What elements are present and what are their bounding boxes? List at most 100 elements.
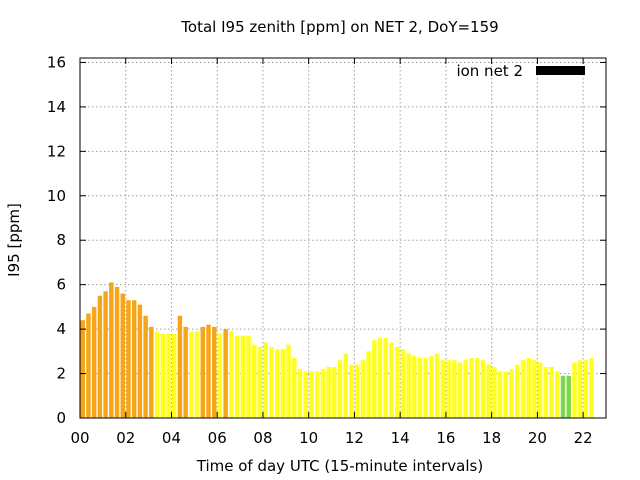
bar [394,346,400,418]
bar [360,360,366,418]
y-tick-label: 6 [56,276,66,294]
bar [229,331,234,418]
bar [469,358,474,418]
bar [246,335,251,418]
bar [114,286,120,418]
bar [326,366,331,418]
bar [223,329,228,418]
x-tick-label: 10 [299,429,318,447]
bar [412,355,417,418]
bar [171,333,177,418]
y-tick-label: 4 [56,320,66,338]
plot-frame [79,57,607,419]
bar [154,331,160,418]
bar [80,320,85,418]
bar [457,362,463,418]
bar [446,360,451,418]
bar [183,326,188,418]
bar [160,333,166,418]
bar [572,362,577,418]
x-tick-label: 06 [208,429,227,447]
bar [452,360,457,418]
bar [377,338,383,418]
bar [177,315,183,418]
bar [560,375,566,418]
bar [143,315,148,418]
y-tick-label: 8 [56,231,66,249]
bar [583,360,589,418]
bar [91,306,97,418]
bar [532,360,537,418]
bar [303,371,308,418]
x-tick-label: 00 [70,429,89,447]
bar [366,351,371,418]
bar [589,358,594,418]
x-tick-label: 22 [574,429,593,447]
bar [475,358,480,418]
bar [137,304,143,418]
bar [257,346,263,418]
x-axis-label: Time of day UTC (15-minute intervals) [196,457,483,475]
bar [555,371,560,418]
y-tick-label: 0 [56,409,66,427]
bar [274,349,280,418]
bar [577,360,583,418]
x-tick-label: 20 [528,429,547,447]
bar [97,295,103,418]
bar [292,358,297,418]
x-tick-label: 14 [391,429,410,447]
bar [131,300,137,418]
y-tick-label: 12 [47,142,66,160]
bar [206,324,211,418]
bar [103,291,108,418]
bar [520,360,526,418]
bar [354,364,360,418]
x-tick-label: 08 [253,429,272,447]
bar [309,371,314,418]
bar [166,333,171,418]
bar [492,366,497,418]
bar [109,282,114,418]
bar [372,340,377,418]
legend-swatch [536,66,585,75]
bar [486,364,491,418]
bar [189,331,194,418]
bar [286,344,291,418]
x-tick-label: 18 [482,429,501,447]
bar [297,369,303,418]
y-tick-label: 2 [56,365,66,383]
bar [463,360,469,418]
bar [234,335,240,418]
bar [86,313,91,418]
bar [440,360,446,418]
bar [543,366,549,418]
bar [400,349,406,418]
bar [149,326,154,418]
bar [120,293,125,418]
bar [337,360,343,418]
bar [280,349,286,418]
y-tick-label: 16 [47,53,66,71]
y-tick-label: 10 [47,187,66,205]
bar [526,358,531,418]
bar [240,335,246,418]
x-tick-label: 12 [345,429,364,447]
bar [332,366,337,418]
bar [406,353,411,418]
x-tick-label: 02 [116,429,135,447]
bar [480,360,486,418]
bar [509,369,514,418]
bar [349,364,354,418]
bar [429,355,434,418]
bar [269,346,274,418]
bar [126,300,131,418]
bar [417,358,423,418]
bar [566,375,571,418]
legend: ion net 2 [456,62,585,80]
y-axis-label: I95 [ppm] [5,203,23,277]
x-tick-label: 04 [162,429,181,447]
chart-title: Total I95 zenith [ppm] on NET 2, DoY=159 [180,18,498,36]
bar [423,358,429,418]
